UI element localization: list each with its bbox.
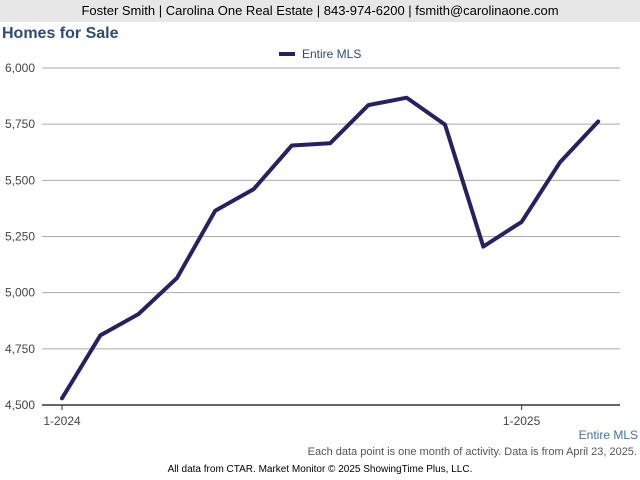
x-tick-labels: 1-2024 1-2025 [43, 405, 541, 428]
data-point [60, 396, 64, 400]
data-point [175, 276, 179, 280]
data-point [328, 141, 332, 145]
data-point [481, 245, 485, 249]
y-tick-label: 5,250 [5, 230, 35, 244]
data-point [558, 160, 562, 164]
data-point [520, 220, 524, 224]
legend: Entire MLS [0, 46, 640, 62]
data-point [137, 312, 141, 316]
y-tick-label: 5,000 [5, 286, 35, 300]
data-point [252, 187, 255, 191]
contact-text: Foster Smith | Carolina One Real Estate … [81, 3, 559, 18]
data-point [443, 123, 447, 127]
grid-lines [42, 67, 620, 350]
data-note: Each data point is one month of activity… [307, 446, 637, 458]
data-point [290, 144, 294, 148]
data-point [98, 333, 102, 337]
data-point [366, 103, 370, 107]
y-tick-label: 5,500 [5, 173, 35, 187]
y-tick-labels: 4,500 4,750 5,000 5,250 5,500 5,750 6,000 [5, 61, 35, 412]
y-tick-label: 6,000 [5, 61, 35, 75]
contact-bar: Foster Smith | Carolina One Real Estate … [0, 0, 640, 22]
data-point [405, 96, 409, 100]
chart-title: Homes for Sale [2, 25, 119, 42]
y-tick-label: 5,750 [5, 117, 35, 131]
y-tick-label: 4,750 [5, 342, 35, 356]
legend-swatch-entire-mls [278, 51, 295, 56]
legend-label-entire-mls: Entire MLS [301, 47, 362, 61]
y-tick-label: 4,500 [5, 398, 35, 412]
series-name-label: Entire MLS [578, 428, 638, 442]
data-point [596, 119, 600, 123]
x-tick-label: 1-2025 [503, 414, 541, 428]
credits-footer: All data from CTAR. Market Monitor © 202… [167, 464, 473, 475]
series-lines [60, 95, 601, 401]
x-tick-label: 1-2024 [43, 414, 81, 428]
data-point [213, 209, 217, 213]
